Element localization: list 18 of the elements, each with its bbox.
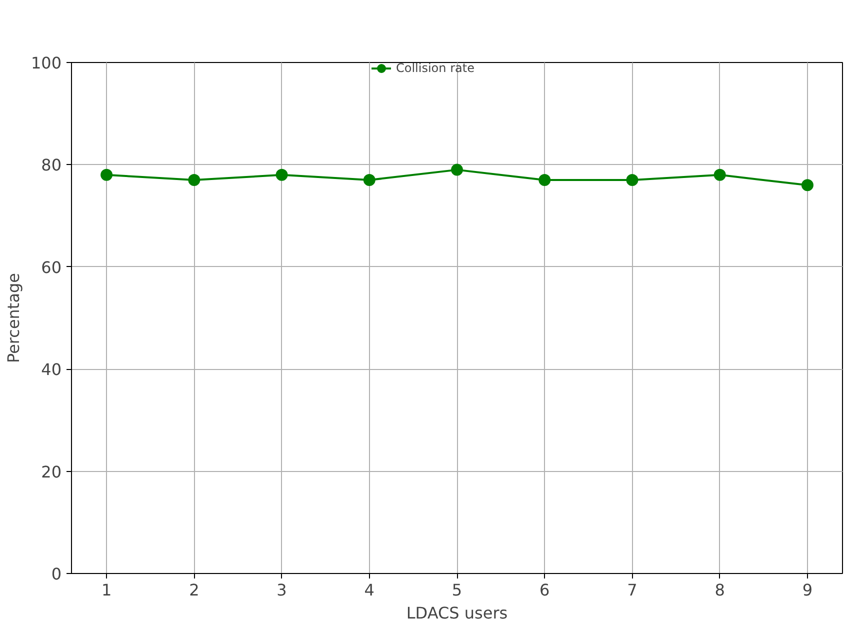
legend-label: Collision rate xyxy=(396,61,474,75)
x-tick-label: 5 xyxy=(452,580,462,600)
x-tick-label: 4 xyxy=(364,580,374,600)
x-tick-label: 6 xyxy=(540,580,550,600)
y-tick-label: 20 xyxy=(41,462,62,482)
y-tick-label: 100 xyxy=(30,54,62,72)
x-tick-label: 1 xyxy=(101,580,112,600)
y-tick-label: 40 xyxy=(41,360,62,380)
x-tick-label: 7 xyxy=(627,580,638,600)
x-tick-label: 8 xyxy=(714,580,725,600)
y-axis-title: Percentage xyxy=(4,272,23,364)
y-tick-label: 0 xyxy=(51,564,62,584)
x-tick-label: 9 xyxy=(802,580,813,600)
y-tick-label: 60 xyxy=(41,258,62,277)
x-tick-label: 2 xyxy=(189,580,200,600)
x-axis-title: LDACS users xyxy=(406,604,508,622)
x-tick-label: 3 xyxy=(276,580,287,600)
y-tick-label: 80 xyxy=(41,156,62,175)
